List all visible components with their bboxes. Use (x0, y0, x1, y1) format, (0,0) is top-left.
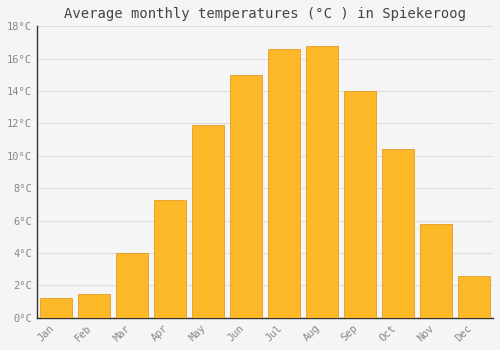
Bar (230, 75, 262, 318)
Bar (40, 299, 72, 318)
Bar (116, 253, 148, 318)
Bar (78, 294, 110, 318)
Bar (458, 276, 490, 318)
Bar (154, 199, 186, 318)
Title: Average monthly temperatures (°C ) in Spiekeroog: Average monthly temperatures (°C ) in Sp… (64, 7, 466, 21)
Bar (420, 224, 452, 318)
Bar (192, 125, 224, 318)
Bar (306, 46, 338, 318)
Bar (268, 49, 300, 318)
Bar (344, 91, 376, 318)
Bar (382, 149, 414, 318)
